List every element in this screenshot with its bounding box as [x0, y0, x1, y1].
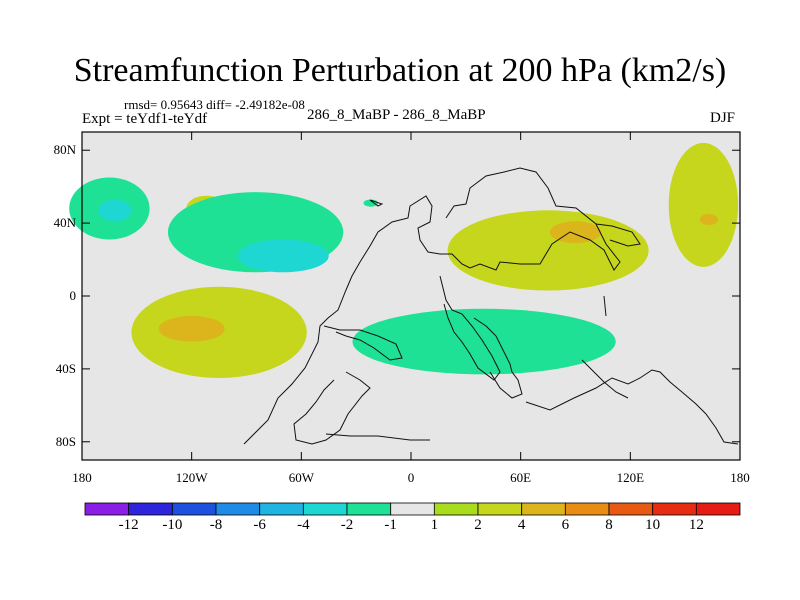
coastline-segment-10 — [369, 199, 384, 207]
colorbar-label: -2 — [340, 517, 354, 533]
colorbar-label: -8 — [209, 517, 223, 533]
colorbar-label: 4 — [517, 517, 526, 533]
coastline-segment-9 — [603, 295, 607, 317]
colorbar-swatch-7 — [390, 502, 435, 516]
colorbar-swatch-13 — [652, 502, 697, 516]
x-tick-label: 0 — [407, 470, 415, 485]
x-tick-label: 180 — [730, 470, 750, 485]
chart-title: Streamfunction Perturbation at 200 hPa (… — [73, 52, 727, 89]
colorbar-swatch-1 — [128, 502, 173, 516]
contour-region-11 — [668, 142, 739, 267]
colorbar-swatch-11 — [564, 502, 610, 516]
colorbar — [84, 502, 741, 516]
coastline-segment-1 — [323, 325, 403, 361]
colorbar-swatch-0 — [84, 502, 130, 516]
stats-label: rmsd= 0.95643 diff= -2.49182e-08 — [124, 97, 305, 112]
colorbar-swatch-12 — [608, 502, 654, 516]
contour-region-4 — [237, 239, 329, 273]
coastline-segment-6 — [325, 433, 430, 441]
contour-region-9 — [549, 221, 602, 244]
coastline-segment-0 — [243, 167, 621, 445]
colorbar-label: 12 — [688, 517, 704, 533]
axis-ticks — [81, 132, 741, 460]
y-tick-label: 0 — [69, 288, 77, 303]
continent-outlines — [243, 167, 739, 445]
y-tick-label: 40S — [55, 360, 76, 376]
colorbar-label: -1 — [384, 517, 397, 533]
colorbar-swatch-14 — [695, 502, 741, 516]
colorbar-swatch-8 — [433, 502, 479, 516]
x-tick-label: 180 — [72, 470, 92, 485]
contour-region-7 — [158, 316, 225, 342]
colorbar-label: 6 — [561, 517, 570, 533]
x-tick-label: 60W — [288, 470, 314, 485]
contour-region-10 — [352, 308, 616, 375]
colorbar-label: 1 — [430, 517, 439, 533]
x-tick-label: 60E — [510, 470, 532, 485]
x-tick-label: 120E — [616, 470, 645, 485]
colorbar-label: -10 — [162, 517, 183, 533]
colorbar-swatch-5 — [302, 502, 348, 516]
y-tick-label: 40N — [53, 215, 76, 231]
colorbar-swatch-10 — [521, 502, 566, 516]
coastline-segment-7 — [581, 359, 629, 399]
colorbar-label: 2 — [474, 517, 482, 533]
colorbar-label: -6 — [253, 517, 266, 533]
coastline-segment-5 — [293, 371, 371, 445]
colorbar-swatch-9 — [477, 502, 523, 516]
colorbar-label: 10 — [645, 517, 661, 533]
season-label: DJF — [710, 110, 736, 126]
contour-region-12 — [699, 214, 719, 225]
colorbar-label: -12 — [118, 517, 139, 533]
contour-region-1 — [98, 199, 132, 222]
case-label: 286_8_MaBP - 286_8_MaBP — [307, 107, 486, 123]
experiment-label: Expt = teYdf1-teYdf — [82, 111, 208, 127]
coastline-segment-3 — [473, 317, 523, 399]
x-tick-label: 120W — [175, 470, 208, 485]
colorbar-swatch-3 — [215, 502, 261, 516]
y-tick-label: 80S — [55, 433, 76, 449]
colorbar-label: -4 — [297, 517, 310, 533]
coastline-segment-8 — [595, 223, 641, 247]
y-tick-label: 80N — [53, 142, 76, 158]
colorbar-swatch-4 — [259, 502, 304, 516]
colorbar-label: 8 — [605, 517, 613, 533]
colorbar-swatch-6 — [346, 502, 392, 516]
coastline-segment-2 — [439, 275, 501, 381]
coastline-segment-4 — [525, 369, 739, 445]
colorbar-swatch-2 — [171, 502, 217, 516]
